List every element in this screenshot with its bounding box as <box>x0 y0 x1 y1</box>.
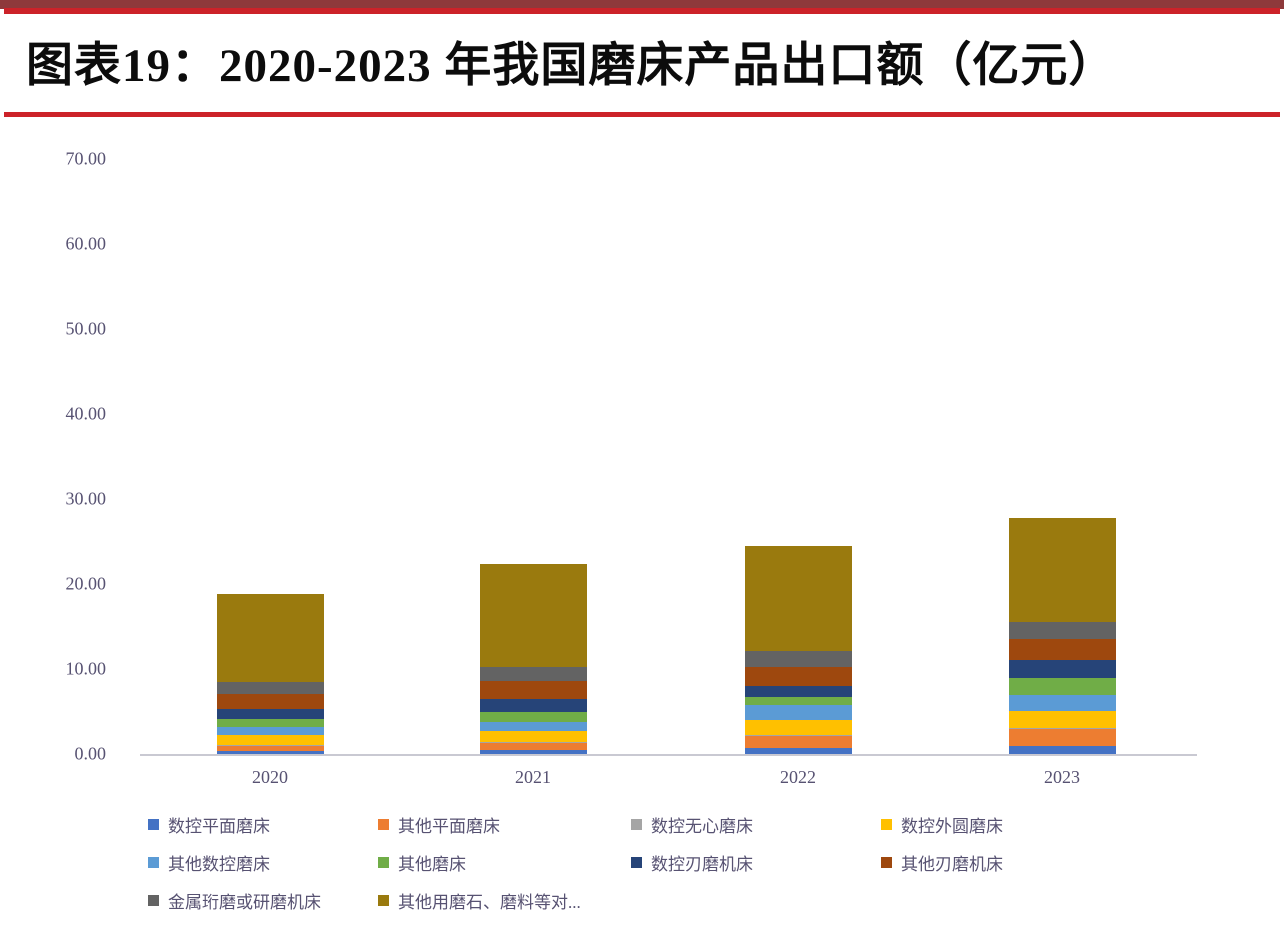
legend-swatch-icon <box>378 894 389 906</box>
bar-segment-2022 <box>744 666 852 687</box>
legend-swatch-icon <box>881 856 892 868</box>
bar-segment-2020 <box>216 709 324 719</box>
bar-segment-2020 <box>216 745 324 746</box>
legend-swatch-icon <box>148 856 159 868</box>
legend-item: 数控刃磨机床 <box>631 850 881 874</box>
y-axis-tick-label: 30.00 <box>65 488 107 509</box>
bottom-red-rule <box>0 0 1284 9</box>
bar-segment-2023 <box>1008 711 1116 729</box>
bar-segment-2023 <box>1008 677 1116 695</box>
legend-item: 其他数控磨床 <box>148 850 378 874</box>
bar-segment-2021 <box>479 699 587 712</box>
bar-segment-2020 <box>216 682 324 695</box>
legend-item: 其他磨床 <box>378 850 631 874</box>
bar-segment-2022 <box>744 720 852 735</box>
y-axis-tick-label: 60.00 <box>65 233 107 254</box>
bar-segment-2023 <box>1008 694 1116 712</box>
bar-segment-2023 <box>1008 728 1116 729</box>
x-axis-tick-label: 2022 <box>780 767 816 787</box>
bar-segment-2020 <box>216 727 324 735</box>
legend-item: 其他刃磨机床 <box>881 850 1178 874</box>
bar-segment-2021 <box>479 741 587 743</box>
bar-segment-2022 <box>744 735 852 749</box>
bar-segment-2021 <box>479 722 587 732</box>
legend-item: 其他平面磨床 <box>378 812 631 836</box>
y-axis-tick-label: 20.00 <box>65 573 107 594</box>
legend-item: 其他用磨石、磨料等对... <box>378 888 631 912</box>
bar-segment-2023 <box>1008 728 1116 747</box>
legend-swatch-icon <box>148 818 159 830</box>
bar-segment-2020 <box>216 751 324 754</box>
legend-swatch-icon <box>148 894 159 906</box>
legend-swatch-icon <box>378 818 389 830</box>
y-axis-tick-label: 40.00 <box>65 403 107 424</box>
bar-segment-2022 <box>744 686 852 697</box>
bar-segment-2022 <box>744 546 852 651</box>
y-axis-tick-label: 0.00 <box>74 743 107 764</box>
bar-segment-2021 <box>479 711 587 723</box>
legend-label: 数控外圆磨床 <box>901 816 1003 836</box>
legend-item: 金属珩磨或研磨机床 <box>148 888 378 912</box>
legend-label: 数控刃磨机床 <box>651 854 753 874</box>
bar-segment-2020 <box>216 745 324 752</box>
bar-segment-2021 <box>479 731 587 742</box>
bar-segment-2023 <box>1008 746 1116 754</box>
x-axis-line <box>140 754 1197 756</box>
bar-segment-2023 <box>1008 638 1116 661</box>
bar-segment-2021 <box>479 742 587 750</box>
y-axis-tick-label: 70.00 <box>65 148 107 169</box>
bar-segment-2023 <box>1008 660 1116 678</box>
bar-segment-2021 <box>479 564 587 667</box>
legend-label: 金属珩磨或研磨机床 <box>168 892 321 912</box>
bar-segment-2021 <box>479 681 587 700</box>
y-axis-tick-label: 50.00 <box>65 318 107 339</box>
bar-segment-2021 <box>479 666 587 682</box>
legend-label: 其他用磨石、磨料等对... <box>398 892 581 912</box>
bar-segment-2022 <box>744 748 852 754</box>
x-axis-tick-label: 2020 <box>252 767 288 787</box>
bar-segment-2020 <box>216 718 324 728</box>
bar-segment-2020 <box>216 694 324 710</box>
bar-segment-2022 <box>744 734 852 736</box>
legend-item: 数控外圆磨床 <box>881 812 1178 836</box>
bar-segment-2022 <box>744 696 852 706</box>
bar-segment-2023 <box>1008 518 1116 622</box>
legend-swatch-icon <box>881 818 892 830</box>
y-axis-tick-label: 10.00 <box>65 658 107 679</box>
x-axis-tick-label: 2023 <box>1044 767 1080 787</box>
chart-legend: 数控平面磨床 其他平面磨床 数控无心磨床 数控外圆磨床其他数控磨床 其他磨床 数控刃磨机床… <box>148 812 1178 912</box>
x-axis-tick-label: 2021 <box>515 767 551 787</box>
legend-label: 其他数控磨床 <box>168 854 270 874</box>
legend-label: 数控无心磨床 <box>651 816 753 836</box>
legend-swatch-icon <box>631 818 642 830</box>
legend-label: 其他平面磨床 <box>398 816 500 836</box>
legend-label: 数控平面磨床 <box>168 816 270 836</box>
legend-label: 其他刃磨机床 <box>901 854 1003 874</box>
bar-segment-2022 <box>744 705 852 721</box>
legend-label: 其他磨床 <box>398 854 466 874</box>
legend-item: 数控平面磨床 <box>148 812 378 836</box>
top-red-rule <box>4 8 1280 14</box>
bar-segment-2020 <box>216 734 324 746</box>
bar-segment-2021 <box>479 749 587 754</box>
legend-swatch-icon <box>631 856 642 868</box>
bar-segment-2020 <box>216 593 324 683</box>
bar-segment-2022 <box>744 650 852 667</box>
bar-segment-2023 <box>1008 621 1116 639</box>
title-red-rule <box>4 112 1280 117</box>
legend-swatch-icon <box>378 856 389 868</box>
chart-title: 图表19：2020-2023 年我国磨床产品出口额（亿元） <box>26 40 1117 92</box>
legend-item: 数控无心磨床 <box>631 812 881 836</box>
